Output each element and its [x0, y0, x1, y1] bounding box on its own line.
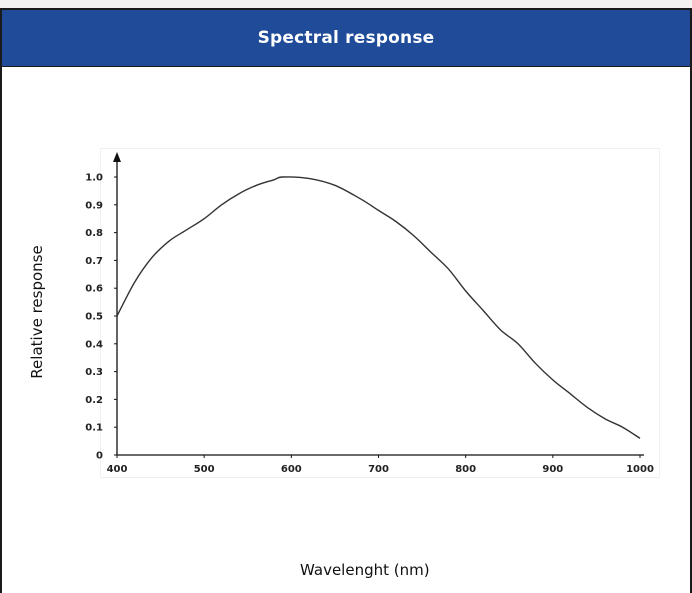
y-tick-label: 0.6: [85, 284, 103, 295]
top-rule: [0, 8, 692, 10]
y-tick-label: 0.2: [85, 395, 103, 406]
chart-title: Spectral response: [257, 28, 435, 48]
x-tick-label: 900: [542, 464, 563, 475]
y-tick-label: 0.3: [85, 367, 103, 378]
top-strip: [0, 0, 692, 8]
header-bar: Spectral response: [0, 10, 692, 66]
x-tick-label: 1000: [626, 464, 654, 475]
x-axis-label: Wavelenght (nm): [300, 561, 430, 579]
y-tick-label: 0.1: [85, 423, 103, 434]
y-tick-label: 0: [96, 451, 103, 462]
series-line-0: [116, 176, 641, 439]
y-tick-label: 0.5: [85, 312, 103, 323]
y-tick-label: 0.4: [85, 339, 103, 350]
y-tick-label: 0.9: [85, 200, 103, 211]
x-tick-label: 400: [107, 464, 128, 475]
x-tick-label: 700: [368, 464, 389, 475]
y-tick-label: 0.8: [85, 228, 103, 239]
y-tick-label: 1.0: [85, 173, 103, 184]
x-tick-label: 800: [455, 464, 476, 475]
plot-area-frame: [100, 148, 660, 478]
x-tick-label: 500: [194, 464, 215, 475]
y-axis-label: Relative response: [28, 245, 46, 379]
chart-panel: [0, 66, 692, 593]
y-axis-arrow: [113, 152, 121, 162]
y-tick-label: 0.7: [85, 256, 103, 267]
x-tick-label: 600: [281, 464, 302, 475]
